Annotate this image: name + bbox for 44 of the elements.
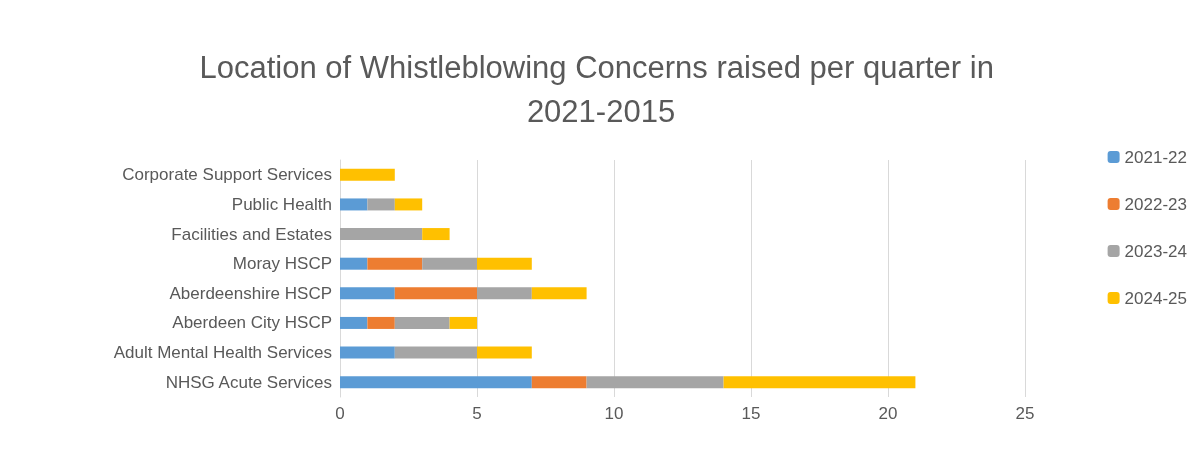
y-tick-label: Facilities and Estates: [171, 224, 332, 244]
y-tick-label: Public Health: [231, 194, 332, 214]
bar: [340, 346, 395, 359]
legend-label: 2021-22: [1124, 147, 1187, 167]
bar: [367, 257, 423, 270]
legend-label: 2022-23: [1124, 194, 1187, 214]
y-tick-label: Corporate Support Services: [122, 165, 332, 185]
bar: [340, 228, 423, 241]
bar: [477, 287, 532, 300]
bar: [422, 228, 450, 241]
x-tick-label: 5: [472, 404, 482, 423]
x-tick-label: 25: [1015, 404, 1035, 423]
legend-label: 2023-24: [1124, 241, 1187, 261]
y-tick-label: Adult Mental Health Services: [113, 343, 332, 363]
bar: [340, 198, 368, 211]
x-tick-label: 10: [604, 404, 624, 423]
bar: [477, 346, 532, 359]
bar: [394, 287, 477, 300]
bar: [394, 316, 450, 329]
y-tick-label: NHSG Acute Services: [165, 372, 332, 392]
bar: [477, 257, 532, 270]
bar: [394, 346, 477, 359]
x-tick-label: 0: [335, 404, 345, 423]
bar: [394, 198, 423, 211]
bar: [531, 376, 587, 389]
x-tick-label: 15: [741, 404, 761, 423]
y-tick-label: Aberdeen City HSCP: [172, 313, 332, 333]
bar: [367, 198, 395, 211]
y-tick-label: Aberdeenshire HSCP: [169, 283, 332, 303]
y-tick-label: Moray HSCP: [232, 254, 332, 274]
bar: [340, 316, 368, 329]
bar: [340, 257, 368, 270]
bar: [340, 287, 395, 300]
bar: [340, 168, 395, 181]
bar: [449, 316, 477, 329]
bar: [422, 257, 477, 270]
legend-label: 2024-25: [1124, 288, 1187, 308]
bar: [340, 376, 532, 389]
bar: [723, 376, 916, 389]
bar: [367, 316, 395, 329]
bar: [531, 287, 587, 300]
chart-title: Location of Whistleblowing Concerns raised per quarter in 2021-2015: [199, 49, 1003, 129]
x-tick-label: 20: [878, 404, 898, 423]
bar: [586, 376, 724, 389]
